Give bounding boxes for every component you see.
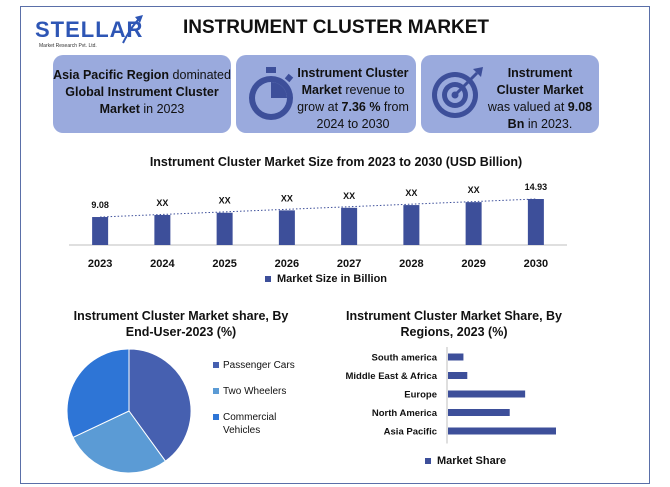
bar-2029 <box>465 202 482 245</box>
data-label-2029: XX <box>468 185 480 195</box>
highlight-card-region: Asia Pacific Region dominated Global Ins… <box>53 55 231 133</box>
page-title: INSTRUMENT CLUSTER MARKET <box>182 17 490 38</box>
x-tick-2030: 2030 <box>524 258 548 270</box>
pie-slice-commercial-vehicles <box>66 348 130 439</box>
card3-text-b: was valued at <box>487 100 568 114</box>
target-icon <box>429 65 485 126</box>
card3-text-d: in 2023. <box>524 117 573 131</box>
y-tick-label: North America <box>372 408 438 419</box>
x-tick-2026: 2026 <box>275 258 299 270</box>
pie-legend-swatch <box>213 414 219 420</box>
pie-legend-label: Two Wheelers <box>223 386 287 397</box>
hbar-middle-east-africa <box>448 372 468 379</box>
legend-label: Market Size in Billion <box>277 273 388 285</box>
brand-name: STELLAR <box>35 17 144 42</box>
hbar-europe <box>448 390 526 398</box>
bar-2026 <box>278 210 295 245</box>
data-label-2024: XX <box>156 198 168 208</box>
market-size-chart: 9.08 2023 XX 2024 XX 2025 XX 2026 XX 2027 XX 2028 XX… <box>69 182 567 270</box>
stopwatch-icon <box>246 65 296 128</box>
region-chart-title: Instrument Cluster Market Share, By Regi… <box>345 309 563 339</box>
bar-2030 <box>527 199 544 245</box>
data-label-2023: 9.08 <box>91 200 109 210</box>
data-label-2027: XX <box>343 191 355 201</box>
region-legend-label: Market Share <box>437 455 507 467</box>
card3-text-c: 9.08 Bn <box>507 100 593 131</box>
x-tick-2027: 2027 <box>337 258 361 270</box>
region-legend: Market Share <box>425 455 506 467</box>
card1-text-c: Global Instrument Cluster Market <box>65 85 219 116</box>
x-tick-2029: 2029 <box>461 258 485 270</box>
hbar-asia-pacific <box>448 427 556 435</box>
pie-slice-passenger-cars <box>128 348 192 462</box>
card3-text-a: Instrument Cluster Market <box>496 66 584 97</box>
y-tick-label: Middle East & Africa <box>345 371 437 382</box>
card1-text-d: in 2023 <box>139 102 185 116</box>
data-label-2025: XX <box>219 196 231 206</box>
card1-text-a: Asia Pacific Region <box>53 68 170 82</box>
pie-legend-swatch <box>213 388 219 394</box>
card3-text: Instrument Cluster Market was valued at … <box>485 65 595 133</box>
bar-2028 <box>403 205 420 245</box>
x-tick-2025: 2025 <box>212 258 236 270</box>
y-tick-label: South america <box>372 353 438 364</box>
data-label-2028: XX <box>405 188 417 198</box>
data-label-2030: 14.93 <box>525 182 548 192</box>
market-size-chart-title: Instrument Cluster Market Size from 2023… <box>149 155 523 169</box>
bar-2024 <box>154 214 171 245</box>
pie-legend-label: Commercial Vehicles <box>223 412 277 436</box>
brand-logo: STELLAR Market Research Pvt. Ltd. <box>35 13 145 53</box>
y-tick-label: Asia Pacific <box>384 427 437 438</box>
end-user-pie-chart <box>66 348 192 474</box>
bar-2023 <box>92 217 109 245</box>
bar-2027 <box>341 207 358 245</box>
x-tick-2028: 2028 <box>399 258 423 270</box>
card2-text-b: revenue to grow at <box>297 83 405 114</box>
market-size-legend: Market Size in Billion <box>265 273 387 285</box>
infographic-frame: STELLAR Market Research Pvt. Ltd. INSTRU… <box>20 6 650 484</box>
bar-2025 <box>216 212 233 245</box>
trend-line <box>100 198 536 218</box>
card2-text: Instrument Cluster Market revenue to gro… <box>296 65 410 133</box>
y-tick-label: Europe <box>404 390 437 401</box>
end-user-chart-title: Instrument Cluster Market share, By End-… <box>73 309 289 339</box>
region-legend-swatch <box>425 458 431 465</box>
pie-slice-two-wheelers <box>72 410 167 474</box>
pie-legend-label: Passenger Cars <box>223 360 295 371</box>
hbar-north-america <box>448 409 510 416</box>
data-label-2026: XX <box>281 193 293 203</box>
highlight-card-value: Instrument Cluster Market was valued at … <box>421 55 599 133</box>
brand-subtitle: Market Research Pvt. Ltd. <box>39 43 97 49</box>
legend-swatch <box>265 276 271 283</box>
highlight-card-growth: Instrument Cluster Market revenue to gro… <box>236 55 416 133</box>
card1-text-b: dominated <box>169 68 231 82</box>
hbar-south-america <box>448 353 464 361</box>
x-tick-2024: 2024 <box>150 258 175 270</box>
x-tick-2023: 2023 <box>88 258 112 270</box>
region-share-chart: South america Middle East & Africa Europe N… <box>345 347 556 444</box>
card2-text-c: 7.36 % <box>341 100 381 114</box>
logo-arrow-icon <box>122 15 143 44</box>
card2-text-a: Instrument Cluster Market <box>297 66 409 97</box>
pie-legend-swatch <box>213 362 219 368</box>
card2-text-d: from 2024 to 2030 <box>316 100 409 131</box>
